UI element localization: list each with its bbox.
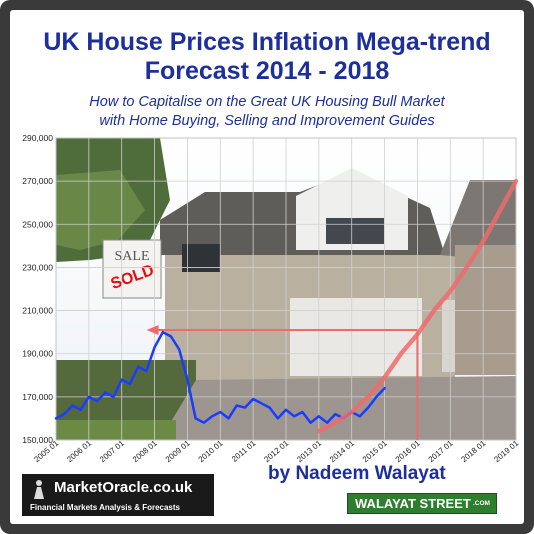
sale-sign-board — [102, 239, 162, 299]
subtitle: How to Capitalise on the Great UK Housin… — [89, 94, 445, 110]
y-axis: 150,000 170,000 190,000 210,000 230,000 250,0… — [22, 133, 53, 445]
sale-sign-text: SALE — [115, 249, 150, 264]
x-tick-label: 2016 01 — [394, 438, 422, 464]
gable-window — [326, 218, 384, 244]
y-tick-label: 190,000 — [22, 349, 53, 359]
x-tick-label: 2012 01 — [262, 438, 290, 464]
author-byline: by Nadeem Walayat — [268, 463, 446, 484]
y-tick-label: 210,000 — [22, 306, 53, 316]
forecast-trend-line — [316, 178, 519, 434]
lawn — [56, 420, 176, 440]
y-tick-label: 230,000 — [22, 262, 53, 272]
chart-grid — [55, 137, 517, 441]
driveway — [160, 376, 516, 440]
oracle-figure-icon — [34, 480, 44, 499]
y-tick-label: 150,000 — [22, 435, 53, 445]
x-tick-label: 2013 01 — [295, 438, 323, 464]
x-tick-label: 2006 01 — [65, 438, 93, 464]
badge-text: WALAYAT STREET — [355, 496, 471, 511]
logo-text: MarketOracle.co.uk — [54, 479, 193, 496]
x-tick-label: 2015 01 — [361, 438, 389, 464]
x-tick-label: 2011 01 — [230, 438, 258, 463]
x-tick-label: 2007 01 — [98, 438, 126, 464]
right-house-wall — [455, 245, 516, 375]
garage-door — [290, 298, 422, 376]
market-oracle-logo: MarketOracle.co.uk Financial Markets Ana… — [22, 474, 214, 516]
page-title-line2: Forecast 2014 - 2018 — [144, 57, 390, 85]
x-tick-label: 2014 01 — [328, 438, 356, 464]
target-markers — [146, 324, 419, 440]
logo-tagline: Financial Markets Analysis & Forecasts — [30, 503, 180, 512]
walayat-street-badge: WALAYAT STREET .COM — [347, 493, 497, 514]
y-tick-label: 270,000 — [22, 176, 53, 186]
peak-arrow-head — [146, 324, 159, 335]
y-tick-label: 290,000 — [22, 133, 53, 143]
series-lines — [54, 178, 519, 434]
tree-foliage-light — [56, 170, 145, 250]
x-tick-label: 2010 01 — [197, 438, 225, 464]
y-tick-label: 170,000 — [22, 392, 53, 402]
page-title: UK House Prices Inflation Mega-trend — [43, 28, 491, 56]
actual-price-line — [54, 330, 386, 424]
subtitle-line2: with Home Buying, Selling and Improvemen… — [99, 113, 435, 129]
x-tick-label: 2019 01 — [492, 438, 520, 464]
badge-suffix: .COM — [473, 500, 490, 507]
right-house-roof — [440, 180, 516, 262]
x-tick-label: 2008 01 — [131, 438, 159, 464]
x-tick-label: 2009 01 — [164, 438, 192, 464]
x-tick-label: 2018 01 — [459, 438, 487, 464]
x-tick-label: 2017 01 — [427, 438, 455, 464]
y-tick-label: 250,000 — [22, 219, 53, 229]
x-axis: 2005 01 2006 01 2007 01 2008 01 2009 01 2010 … — [32, 438, 520, 464]
